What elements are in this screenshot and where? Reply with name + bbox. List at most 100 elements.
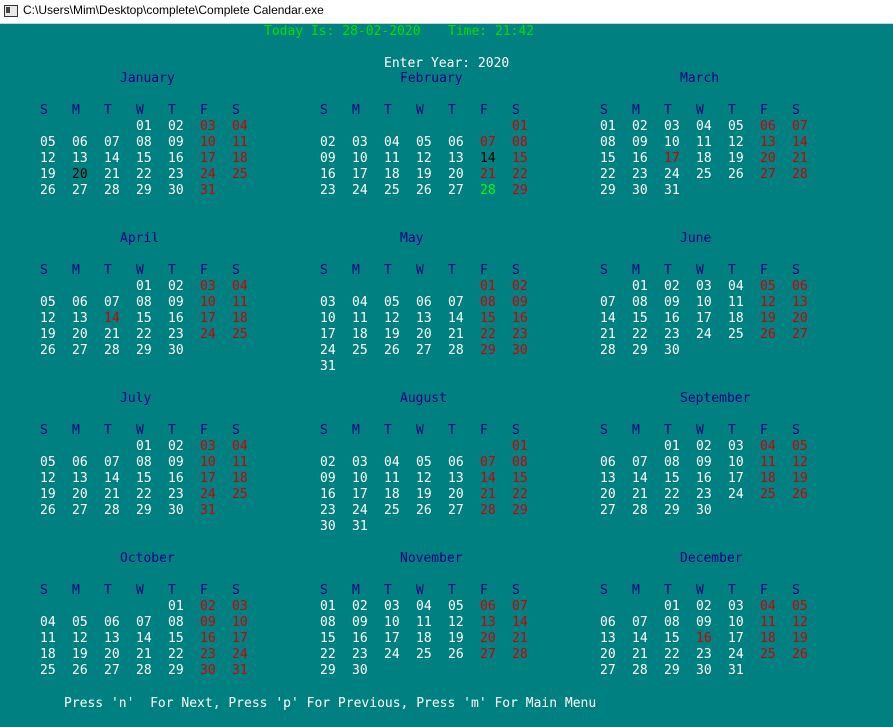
day-cell: 22 xyxy=(664,647,680,662)
day-cell: 06 xyxy=(416,295,432,310)
day-cell: 16 xyxy=(664,311,680,326)
weekday-header: T xyxy=(104,583,112,598)
weekday-header: S xyxy=(600,583,608,598)
day-cell: 18 xyxy=(232,311,248,326)
day-cell: 28 xyxy=(136,663,152,678)
weekday-header: M xyxy=(72,263,80,278)
day-cell: 22 xyxy=(136,327,152,342)
day-cell: 13 xyxy=(600,631,616,646)
weekday-header: S xyxy=(320,423,328,438)
day-cell: 25 xyxy=(696,167,712,182)
day-cell: 08 xyxy=(632,295,648,310)
month-title: March xyxy=(680,71,720,86)
month-title: December xyxy=(680,551,743,566)
day-cell: 07 xyxy=(448,295,464,310)
day-cell: 24 xyxy=(200,327,216,342)
day-cell: 10 xyxy=(384,615,400,630)
day-cell: 05 xyxy=(40,135,56,150)
day-cell: 16 xyxy=(352,631,368,646)
day-cell: 30 xyxy=(352,663,368,678)
day-cell: 14 xyxy=(104,471,120,486)
day-cell: 22 xyxy=(136,487,152,502)
day-cell: 16 xyxy=(320,167,336,182)
day-cell: 08 xyxy=(136,295,152,310)
weekday-header: W xyxy=(696,263,704,278)
day-cell: 31 xyxy=(728,663,744,678)
day-cell: 27 xyxy=(72,343,88,358)
day-cell: 12 xyxy=(72,631,88,646)
day-cell: 13 xyxy=(448,471,464,486)
weekday-header: W xyxy=(696,423,704,438)
weekday-header: W xyxy=(696,103,704,118)
day-cell: 20 xyxy=(480,631,496,646)
weekday-header: S xyxy=(600,423,608,438)
day-cell: 25 xyxy=(232,327,248,342)
day-cell: 02 xyxy=(320,135,336,150)
day-cell: 22 xyxy=(480,327,496,342)
day-cell: 20 xyxy=(760,151,776,166)
weekday-header: W xyxy=(416,103,424,118)
day-cell: 22 xyxy=(320,647,336,662)
month-title: June xyxy=(680,231,712,246)
day-cell: 24 xyxy=(200,167,216,182)
weekday-header: S xyxy=(40,263,48,278)
day-cell: 13 xyxy=(72,311,88,326)
day-cell: 04 xyxy=(696,119,712,134)
day-cell: 01 xyxy=(136,439,152,454)
weekday-header: S xyxy=(40,423,48,438)
day-cell: 13 xyxy=(792,295,808,310)
weekday-header: T xyxy=(448,263,456,278)
day-cell: 09 xyxy=(696,615,712,630)
weekday-header: T xyxy=(448,583,456,598)
weekday-header: T xyxy=(664,263,672,278)
day-cell: 02 xyxy=(352,599,368,614)
day-cell: 27 xyxy=(448,183,464,198)
weekday-header: F xyxy=(760,103,768,118)
day-cell: 29 xyxy=(632,343,648,358)
weekday-header: T xyxy=(168,263,176,278)
day-cell: 01 xyxy=(320,599,336,614)
console-area: Today Is: 28-02-2020 Time: 21:42 Enter Y… xyxy=(0,23,893,727)
day-cell: 11 xyxy=(40,631,56,646)
day-cell: 20 xyxy=(600,487,616,502)
day-cell: 05 xyxy=(40,455,56,470)
weekday-header: T xyxy=(664,103,672,118)
day-cell: 14 xyxy=(448,311,464,326)
day-cell: 08 xyxy=(600,135,616,150)
day-cell: 12 xyxy=(384,311,400,326)
day-cell: 23 xyxy=(168,167,184,182)
weekday-header: W xyxy=(136,583,144,598)
day-cell: 07 xyxy=(512,599,528,614)
day-cell: 05 xyxy=(728,119,744,134)
day-cell: 19 xyxy=(40,167,56,182)
month-title: February xyxy=(400,71,463,86)
weekday-header: F xyxy=(480,103,488,118)
weekday-header: F xyxy=(760,423,768,438)
day-cell: 19 xyxy=(416,167,432,182)
day-cell: 06 xyxy=(448,135,464,150)
day-cell: 29 xyxy=(480,343,496,358)
day-cell: 19 xyxy=(792,471,808,486)
day-cell: 10 xyxy=(200,455,216,470)
day-cell: 20 xyxy=(72,167,88,182)
day-cell: 30 xyxy=(664,343,680,358)
time-label: Time: 21:42 xyxy=(448,24,535,39)
day-cell: 30 xyxy=(168,183,184,198)
day-cell: 11 xyxy=(352,311,368,326)
day-cell: 21 xyxy=(632,487,648,502)
day-cell: 02 xyxy=(168,439,184,454)
day-cell: 07 xyxy=(136,615,152,630)
day-cell: 10 xyxy=(320,311,336,326)
day-cell: 01 xyxy=(168,599,184,614)
day-cell: 26 xyxy=(40,343,56,358)
weekday-header: S xyxy=(792,263,800,278)
day-cell: 09 xyxy=(320,151,336,166)
day-cell: 24 xyxy=(200,487,216,502)
day-cell: 01 xyxy=(480,279,496,294)
day-cell: 21 xyxy=(792,151,808,166)
day-cell: 31 xyxy=(352,519,368,534)
weekday-header: S xyxy=(40,583,48,598)
day-cell: 27 xyxy=(760,167,776,182)
day-cell: 11 xyxy=(728,295,744,310)
day-cell: 17 xyxy=(728,471,744,486)
